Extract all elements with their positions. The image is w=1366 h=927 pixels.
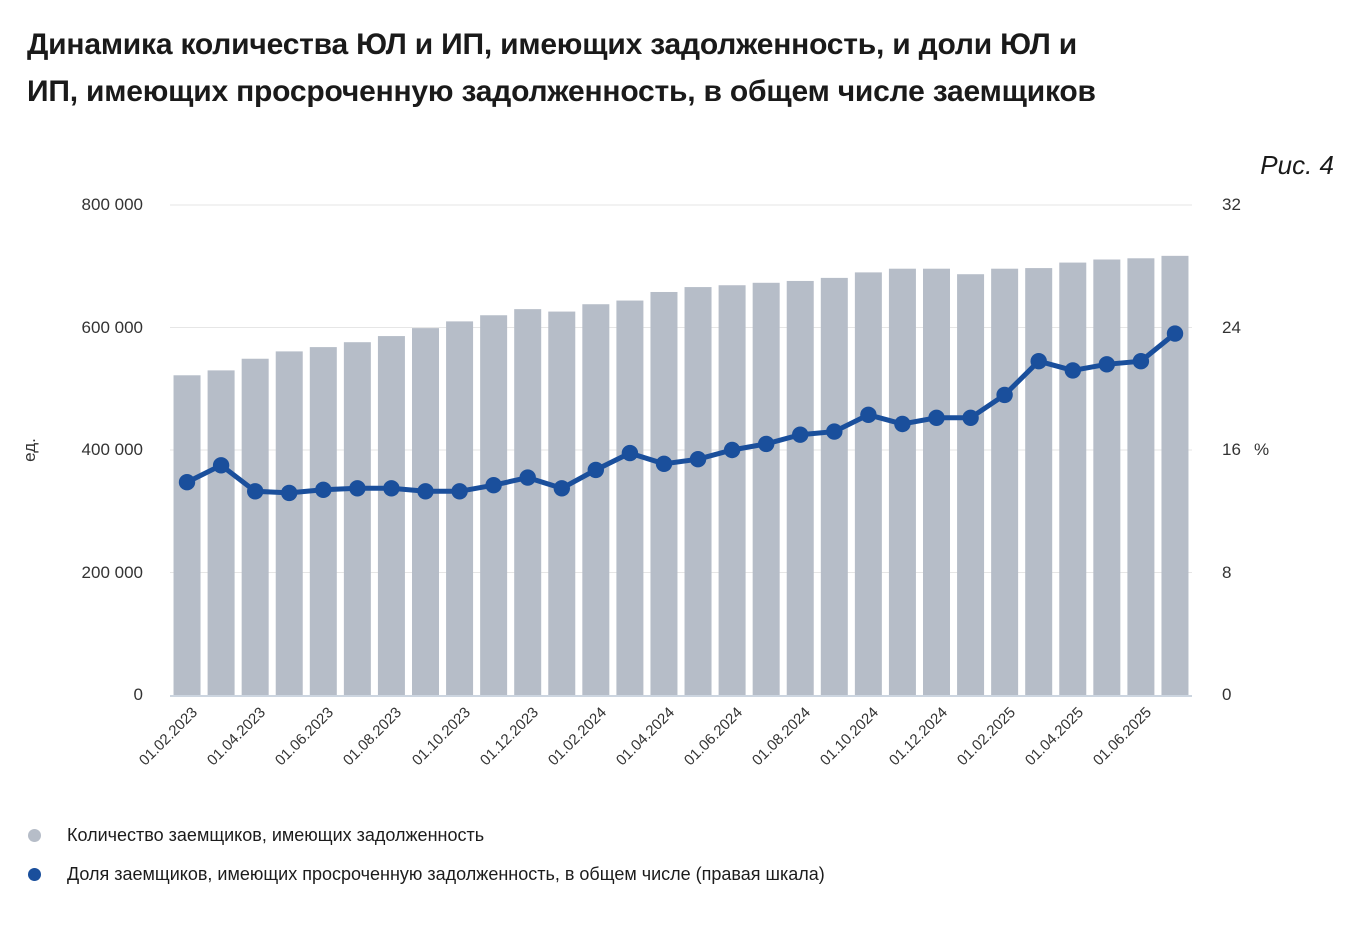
bar [1059, 262, 1087, 695]
bar [207, 370, 235, 696]
bar [957, 274, 985, 695]
left-axis-tick-label: 400 000 [81, 440, 143, 459]
line-point [860, 406, 877, 423]
bar [684, 287, 712, 695]
left-axis-unit-label: ед. [20, 438, 39, 462]
line-point [621, 444, 639, 462]
bar [548, 311, 576, 695]
line-point [417, 483, 434, 500]
legend-item-line: Доля заемщиков, имеющих просроченную зад… [28, 862, 825, 887]
bar [446, 321, 474, 696]
line-point [689, 451, 707, 468]
figure-number: Рис. 4 [1260, 150, 1334, 180]
bar [854, 272, 882, 696]
line-point [1166, 325, 1184, 342]
legend-marker-line-icon [28, 868, 41, 881]
right-axis-unit-label: % [1254, 440, 1270, 459]
bar [514, 309, 542, 696]
line-point [587, 461, 604, 479]
line-point [723, 441, 741, 459]
line-point [826, 423, 843, 440]
bar [582, 304, 610, 695]
line-point [996, 386, 1013, 404]
line-point [758, 435, 775, 453]
line-point [1064, 362, 1082, 379]
line-point [281, 484, 298, 502]
legend-label-bars: Количество заемщиков, имеющих задолженно… [67, 825, 485, 845]
line-point [212, 457, 230, 474]
line-point [655, 455, 673, 472]
bar [650, 291, 678, 695]
bar [480, 315, 508, 695]
line-point [962, 409, 979, 426]
right-axis-tick-label: 0 [1222, 685, 1232, 704]
left-axis-tick-label: 200 000 [81, 563, 143, 582]
bar [786, 280, 814, 695]
line-point [451, 483, 468, 500]
bar [718, 285, 746, 695]
bar [820, 277, 848, 695]
bar [1127, 258, 1155, 695]
line-point [315, 481, 332, 498]
bar [309, 347, 337, 695]
right-axis-tick-label: 32 [1222, 195, 1241, 214]
bar [923, 268, 950, 695]
bar [888, 268, 916, 695]
line-point [1098, 356, 1116, 373]
bar [275, 351, 303, 695]
bar [1161, 255, 1189, 695]
legend-label-line: Доля заемщиков, имеющих просроченную зад… [67, 864, 825, 884]
left-axis-tick-label: 600 000 [81, 318, 143, 337]
bar [412, 328, 439, 695]
line-point [792, 426, 809, 443]
line-point [485, 477, 502, 494]
line-point [894, 415, 911, 433]
line-point [1030, 353, 1047, 370]
right-axis-tick-label: 8 [1222, 563, 1232, 582]
line-point [1132, 353, 1150, 370]
bar [991, 268, 1019, 695]
line-point [553, 480, 570, 497]
legend-marker-bars-icon [28, 829, 41, 842]
line-point [383, 480, 400, 497]
line-point [178, 474, 196, 491]
chart-area: 0 200 000 400 000 600 000 800 000 0 8 16 24 32 0… [20, 195, 1270, 769]
bar [752, 282, 780, 695]
bar [1025, 268, 1053, 695]
line-point [349, 480, 366, 497]
bar [241, 358, 269, 695]
line-point [247, 483, 264, 500]
bar [377, 336, 405, 695]
right-axis-tick-label: 24 [1222, 318, 1241, 337]
bar [1093, 259, 1121, 695]
bar [173, 375, 201, 695]
left-axis-tick-label: 800 000 [81, 195, 143, 214]
left-axis-tick-label: 0 [133, 685, 143, 704]
bar [616, 300, 644, 695]
legend: Количество заемщиков, имеющих задолженно… [28, 823, 825, 901]
line-point [519, 469, 536, 486]
right-axis-tick-label: 16 [1222, 440, 1241, 459]
line-point [928, 409, 945, 426]
chart-title: Динамика количества ЮЛ и ИП, имеющих зад… [27, 28, 1096, 108]
chart-canvas [170, 204, 1192, 697]
bar [343, 342, 371, 695]
legend-item-bars: Количество заемщиков, имеющих задолженно… [28, 823, 825, 848]
